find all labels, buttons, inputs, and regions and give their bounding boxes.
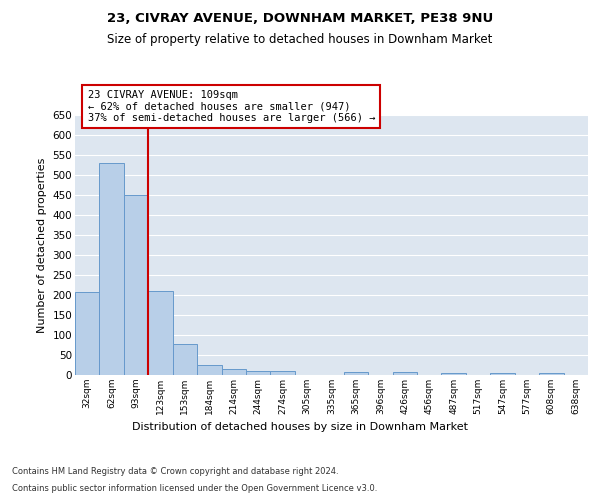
Bar (442, 372, 466, 375)
Bar (344, 372, 368, 375)
Bar (173, 344, 197, 375)
Bar (271, 372, 295, 375)
Text: Contains public sector information licensed under the Open Government Licence v3: Contains public sector information licen… (12, 484, 377, 493)
Bar (246, 370, 271, 375)
Bar (197, 364, 221, 375)
Text: Distribution of detached houses by size in Downham Market: Distribution of detached houses by size … (132, 422, 468, 432)
Bar (75, 292, 100, 375)
Text: 23 CIVRAY AVENUE: 109sqm
← 62% of detached houses are smaller (947)
37% of semi-: 23 CIVRAY AVENUE: 109sqm ← 62% of detach… (88, 90, 375, 123)
Bar (392, 372, 417, 375)
Bar (490, 372, 515, 375)
Y-axis label: Number of detached properties: Number of detached properties (37, 158, 47, 332)
Bar (124, 195, 148, 375)
Bar (221, 369, 246, 375)
Text: Contains HM Land Registry data © Crown copyright and database right 2024.: Contains HM Land Registry data © Crown c… (12, 468, 338, 476)
Text: Size of property relative to detached houses in Downham Market: Size of property relative to detached ho… (107, 32, 493, 46)
Bar (100, 163, 124, 375)
Bar (539, 372, 563, 375)
Text: 23, CIVRAY AVENUE, DOWNHAM MARKET, PE38 9NU: 23, CIVRAY AVENUE, DOWNHAM MARKET, PE38 … (107, 12, 493, 26)
Bar (148, 291, 173, 375)
